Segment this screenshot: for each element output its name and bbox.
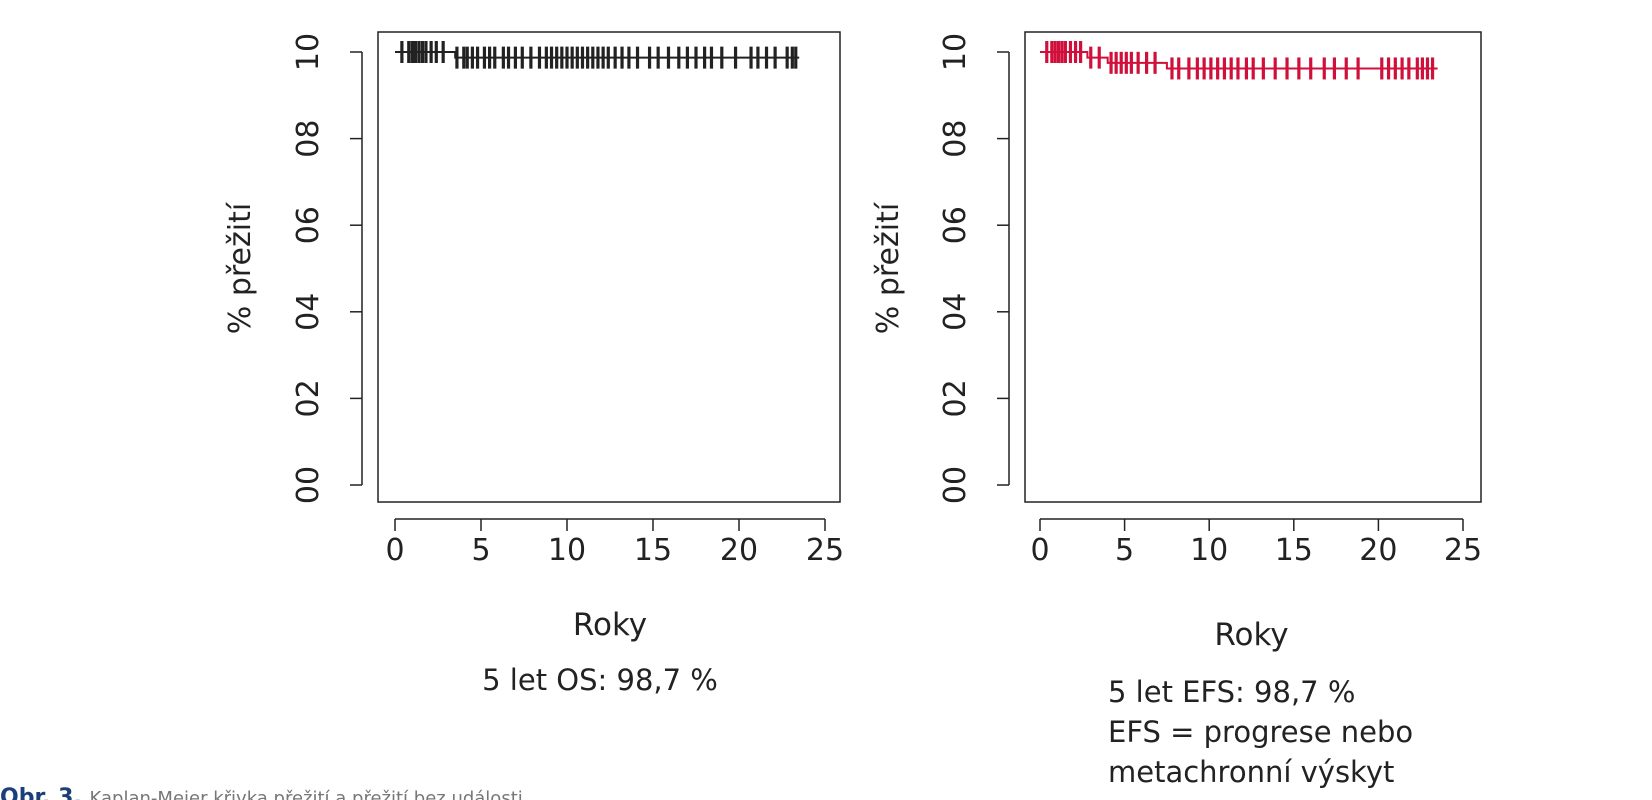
figure-label-text: Kaplan-Meier křivka přežití a přežití be… — [89, 788, 523, 800]
x-tick-label: 15 — [634, 533, 672, 568]
y-tick-label: 10 — [938, 33, 973, 71]
x-axis-title: Roky — [573, 607, 647, 643]
plot-frame — [1024, 31, 1482, 503]
caption-line: 5 let OS: 98,7 % — [482, 663, 718, 697]
y-tick-label: 00 — [938, 466, 973, 504]
y-tick-label: 06 — [938, 206, 973, 244]
x-tick-label: 0 — [1030, 533, 1049, 568]
chart-efs-caption: 5 let EFS: 98,7 % EFS = progrese nebo me… — [1108, 672, 1413, 792]
figure-label: Obr. 3. Kaplan-Meier křivka přežití a př… — [0, 784, 523, 800]
y-tick-label: 02 — [291, 379, 326, 417]
plot-frame — [377, 31, 841, 503]
x-tick-label: 10 — [1190, 533, 1228, 568]
y-tick-label: 10 — [291, 33, 326, 71]
y-tick-label: 08 — [938, 120, 973, 158]
y-tick-label: 04 — [938, 293, 973, 331]
y-axis-title: % přežití — [871, 201, 906, 334]
x-tick-label: 10 — [548, 533, 586, 568]
y-tick-label: 02 — [938, 379, 973, 417]
chart-os: 0 5 10 15 20 25 Roky 00 02 04 06 08 10 % přežití — [223, 31, 844, 643]
y-tick-label: 04 — [291, 293, 326, 331]
x-tick-label: 0 — [385, 533, 404, 568]
x-tick-label: 20 — [720, 533, 758, 568]
x-tick-label: 5 — [1115, 533, 1134, 568]
x-tick-label: 25 — [806, 533, 844, 568]
x-tick-label: 5 — [471, 533, 490, 568]
y-axis-title: % přežití — [223, 201, 258, 334]
survival-curve — [1040, 51, 1438, 70]
y-tick-label: 00 — [291, 466, 326, 504]
x-axis-title: Roky — [1214, 617, 1288, 653]
x-tick-label: 15 — [1275, 533, 1313, 568]
chart-efs: 0 5 10 15 20 25 Roky 00 02 04 06 08 10 % přežití — [871, 31, 1482, 653]
x-tick-label: 20 — [1359, 533, 1397, 568]
y-tick-label: 06 — [291, 206, 326, 244]
y-tick-label: 08 — [291, 120, 326, 158]
caption-line: 5 let EFS: 98,7 % — [1108, 675, 1356, 709]
caption-line: EFS = progrese nebo — [1108, 715, 1414, 749]
figure-label-number: Obr. 3. — [0, 785, 82, 800]
chart-os-caption: 5 let OS: 98,7 % — [480, 660, 720, 700]
x-tick-label: 25 — [1444, 533, 1482, 568]
caption-line: metachronní výskyt — [1108, 755, 1395, 789]
